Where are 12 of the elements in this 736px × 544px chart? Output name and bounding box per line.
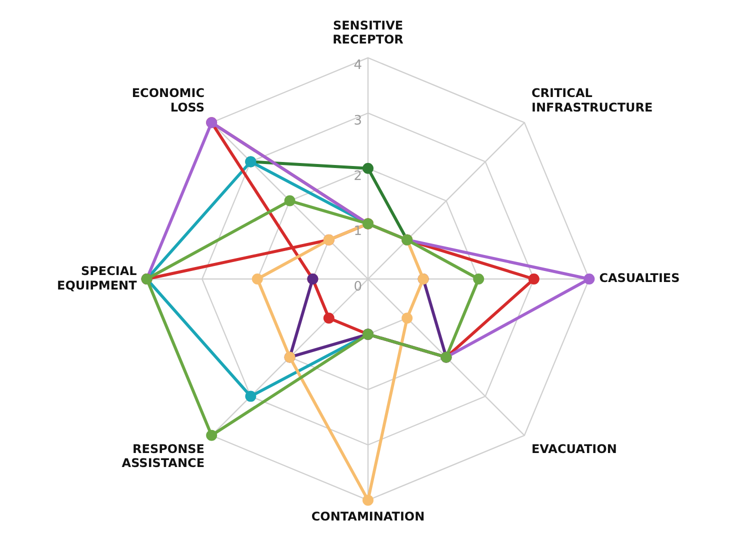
spoke-label: CONTAMINATION <box>311 510 425 524</box>
y-tick-label: 3 <box>354 113 362 128</box>
y-tick-label: 4 <box>354 58 362 74</box>
spoke-label: CRITICAL INFRASTRUCTURE <box>531 86 653 114</box>
spoke-label: RESPONSE ASSISTANCE <box>122 442 205 470</box>
spoke-label: EVACUATION <box>531 442 617 456</box>
spoke-label: ECONOMIC LOSS <box>132 86 205 114</box>
spoke-label: SENSITIVE RECEPTOR <box>332 18 404 47</box>
spoke-label: SPECIAL EQUIPMENT <box>57 264 138 292</box>
y-tick-label: 0 <box>354 279 362 294</box>
spoke-label: CASUALTIES <box>599 271 680 286</box>
y-tick-label: 2 <box>354 168 362 184</box>
